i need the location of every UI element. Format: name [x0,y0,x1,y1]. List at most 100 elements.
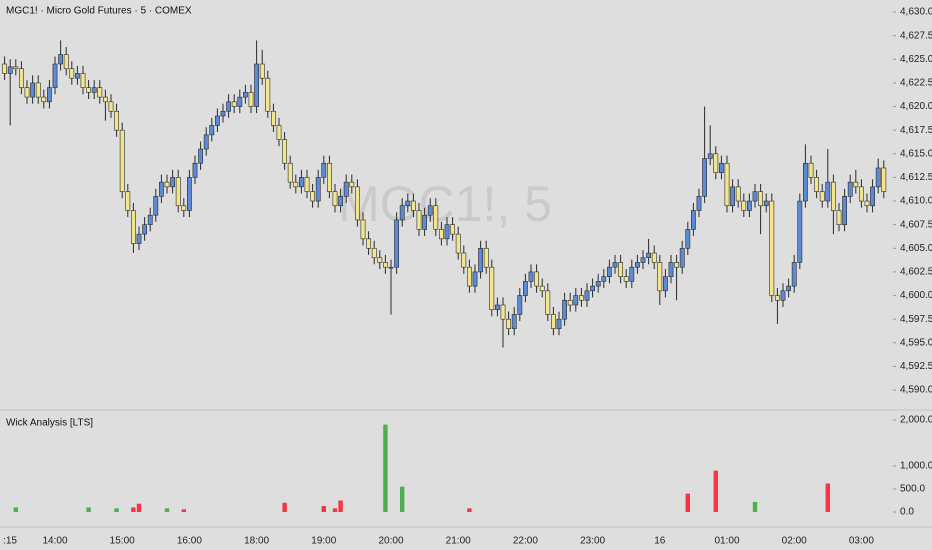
candle-body [769,200,775,296]
candle-body [119,129,125,192]
candle-body [24,87,30,98]
x-tick-label: 22:00 [513,536,538,547]
candle-body [332,191,338,207]
candle-body [685,229,691,249]
candle-body [405,200,411,207]
y-tick-label: 4,627.5 [900,30,932,41]
candle-body [58,54,63,65]
candle-body [237,96,243,107]
candle-body [136,233,142,244]
candle-body [567,299,573,306]
candle-body [847,181,853,197]
bar [332,508,338,513]
candle-body [763,200,769,207]
candle-body [556,318,562,329]
candle-body [651,252,657,263]
bar [86,507,91,513]
y-tick-label: 4,590.0 [900,385,932,396]
candle-body [394,219,399,268]
candle-body [215,115,220,126]
candle-body [830,181,836,211]
candle-body [192,162,198,178]
candle-body [254,63,259,107]
candle-body [528,271,534,282]
candle-body [7,66,13,74]
candle-body [80,73,86,88]
bar [13,507,18,513]
y-tick-label: 4,602.5 [900,267,932,278]
candle-body [349,181,355,188]
candle-body [517,295,523,315]
x-tick-label: 16 [654,536,666,547]
candle-body [702,158,707,197]
candle-body [153,196,159,216]
candle-body [422,214,427,230]
candle-body [690,210,696,230]
candle-body [618,262,623,277]
x-tick-label: 01:00 [714,536,739,547]
y-tick-label: 4,615.0 [900,148,932,159]
candle-body [450,224,455,235]
candle-body [774,295,780,301]
candle-body [52,63,58,88]
candle-body [75,73,80,79]
candle-body [506,318,511,329]
candle-body [746,200,752,211]
candle-body [814,177,819,192]
bar [825,483,830,513]
candle-body [758,191,763,207]
y-tick-label: 4,612.5 [900,172,932,183]
candle-body [198,148,203,164]
candle-body [181,205,187,211]
candle-body [562,299,567,320]
candle-body [142,224,147,235]
x-tick-label: 16:00 [177,536,202,547]
candle-body [35,82,41,98]
candle-body [243,92,248,98]
candle-body [343,181,349,197]
candle-body [584,290,590,301]
candle-body [674,262,679,268]
candle-body [657,262,663,292]
candle-body [707,153,713,159]
candle-body [662,276,668,292]
candle-body [30,82,35,98]
y-tick-label: 4,605.0 [900,243,932,254]
candle-body [590,285,595,292]
candle-body [91,87,97,93]
bar [467,508,472,513]
candle-body [802,162,808,202]
candle-body [623,276,629,282]
y-tick-label: 4,592.5 [900,361,932,372]
candle-body [472,271,478,287]
candle-body [550,314,556,329]
x-tick-label: 15:00 [110,536,135,547]
y-tick-label: 4,617.5 [900,125,932,136]
bar [282,502,287,513]
candle-body [606,266,612,277]
x-tick-label: 19:00 [311,536,336,547]
candle-body [209,125,215,136]
candle-body [573,295,579,306]
candle-body [282,139,287,164]
candle-body [147,214,153,225]
candle-body [259,63,265,79]
candle-body [248,92,254,107]
candle-body [310,191,315,202]
candle-body [836,210,842,225]
candle-body [539,285,545,292]
candle-body [444,224,450,240]
candle-body [612,262,618,268]
candle-body [231,101,237,107]
candle-body [634,262,640,268]
candle-body [875,167,881,188]
candle-body [735,186,741,202]
y-tick-label: 4,607.5 [900,219,932,230]
bar [400,486,405,513]
candle-body [791,262,797,287]
candle-body [416,210,422,230]
candle-body [741,200,747,211]
candle-body [388,266,394,269]
candle-body [640,257,646,263]
